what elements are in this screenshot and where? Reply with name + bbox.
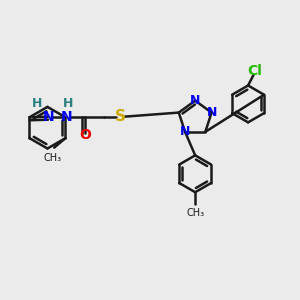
Text: H: H [63,97,74,110]
Text: S: S [115,109,126,124]
Text: N: N [43,110,54,124]
Text: N: N [61,110,73,124]
Text: O: O [80,128,91,142]
Text: CH₃: CH₃ [44,153,62,163]
Text: CH₃: CH₃ [186,208,204,218]
Text: N: N [206,106,217,119]
Text: N: N [190,94,200,107]
Text: N: N [180,125,190,138]
Text: Cl: Cl [247,64,262,78]
Text: H: H [32,98,42,110]
